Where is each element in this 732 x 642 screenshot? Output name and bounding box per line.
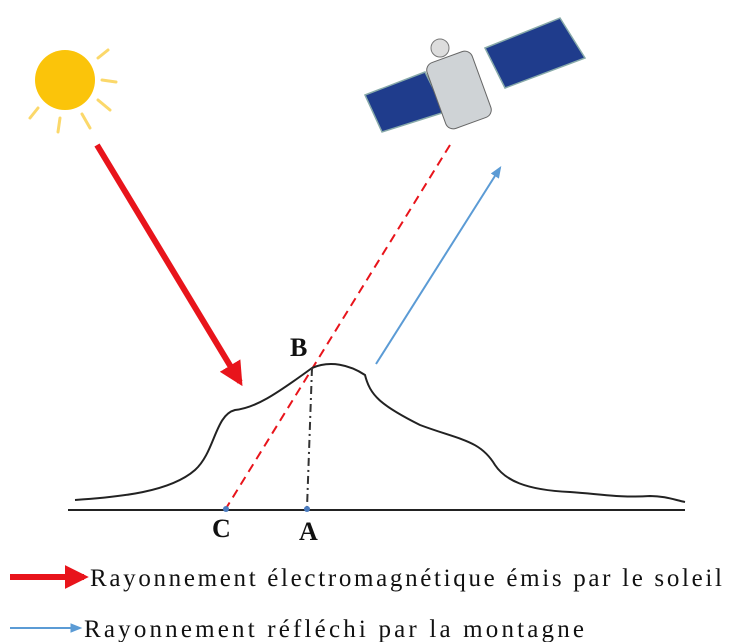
satellite <box>363 17 587 133</box>
label-b: B <box>290 333 307 362</box>
point-a <box>304 506 310 512</box>
line-of-sight <box>224 144 451 511</box>
label-a: A <box>299 517 318 546</box>
legend-text: Rayonnement électromagnétique émis par l… <box>90 565 722 592</box>
mountain <box>74 363 686 503</box>
point-c <box>223 506 229 512</box>
incident-ray <box>94 143 243 387</box>
legend-text: Rayonnement réfléchi par la montagne <box>84 616 584 642</box>
label-c: C <box>212 514 231 543</box>
reflected-ray <box>375 165 502 365</box>
sun <box>28 48 118 134</box>
vertical <box>306 367 313 509</box>
